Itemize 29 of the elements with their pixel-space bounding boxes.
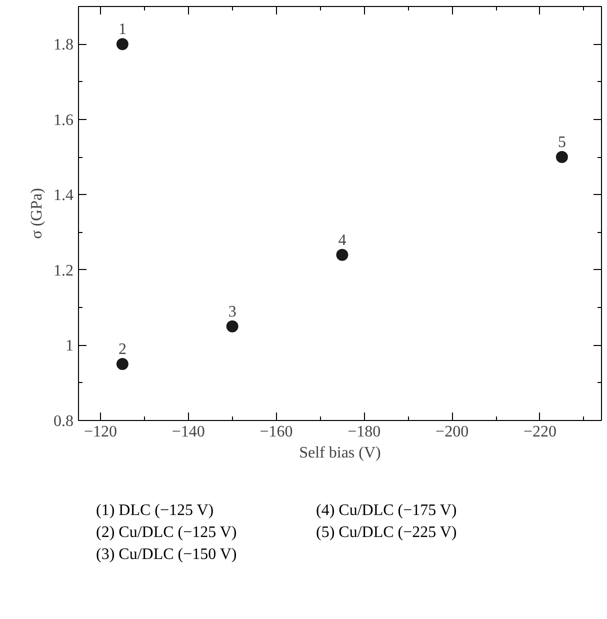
text: (2) Cu/DLC (−125 V) bbox=[96, 523, 238, 543]
y-tick-label: 0.8 bbox=[54, 413, 74, 430]
annotation: 3 bbox=[228, 303, 236, 320]
annotation: 1 bbox=[118, 21, 126, 38]
point bbox=[226, 320, 238, 332]
y-tick-label: 1.2 bbox=[54, 262, 74, 280]
y-tick-label: 1.8 bbox=[54, 36, 74, 54]
text: (5) Cu/DLC (−225 V) bbox=[316, 523, 458, 543]
text: (4) Cu/DLC (−175 V) bbox=[316, 501, 458, 521]
point bbox=[116, 38, 128, 50]
y-tick-label: 1.6 bbox=[54, 112, 74, 129]
point bbox=[336, 248, 348, 261]
annotation: 4 bbox=[338, 232, 346, 249]
point bbox=[116, 358, 128, 370]
y-tick-label: 1.4 bbox=[54, 187, 74, 204]
x-tick-label: −140 bbox=[172, 424, 205, 440]
x-tick-label: −220 bbox=[523, 424, 556, 440]
annotation: 2 bbox=[118, 341, 126, 358]
x-tick-label: −200 bbox=[436, 424, 469, 440]
point bbox=[556, 151, 568, 164]
x-tick-label: −120 bbox=[84, 424, 117, 440]
x-tick-label: −180 bbox=[348, 424, 381, 440]
annotation: 5 bbox=[558, 134, 566, 152]
y-tick-label: 1 bbox=[66, 338, 74, 355]
text: (3) Cu/DLC (−150 V) bbox=[96, 545, 238, 565]
text: (1) DLC (−125 V) bbox=[96, 501, 215, 521]
x-tick-label: −160 bbox=[260, 424, 293, 440]
y-axis-title: σ (GPa) bbox=[28, 188, 46, 239]
x-axis-title: Self bias (V) bbox=[299, 444, 381, 462]
